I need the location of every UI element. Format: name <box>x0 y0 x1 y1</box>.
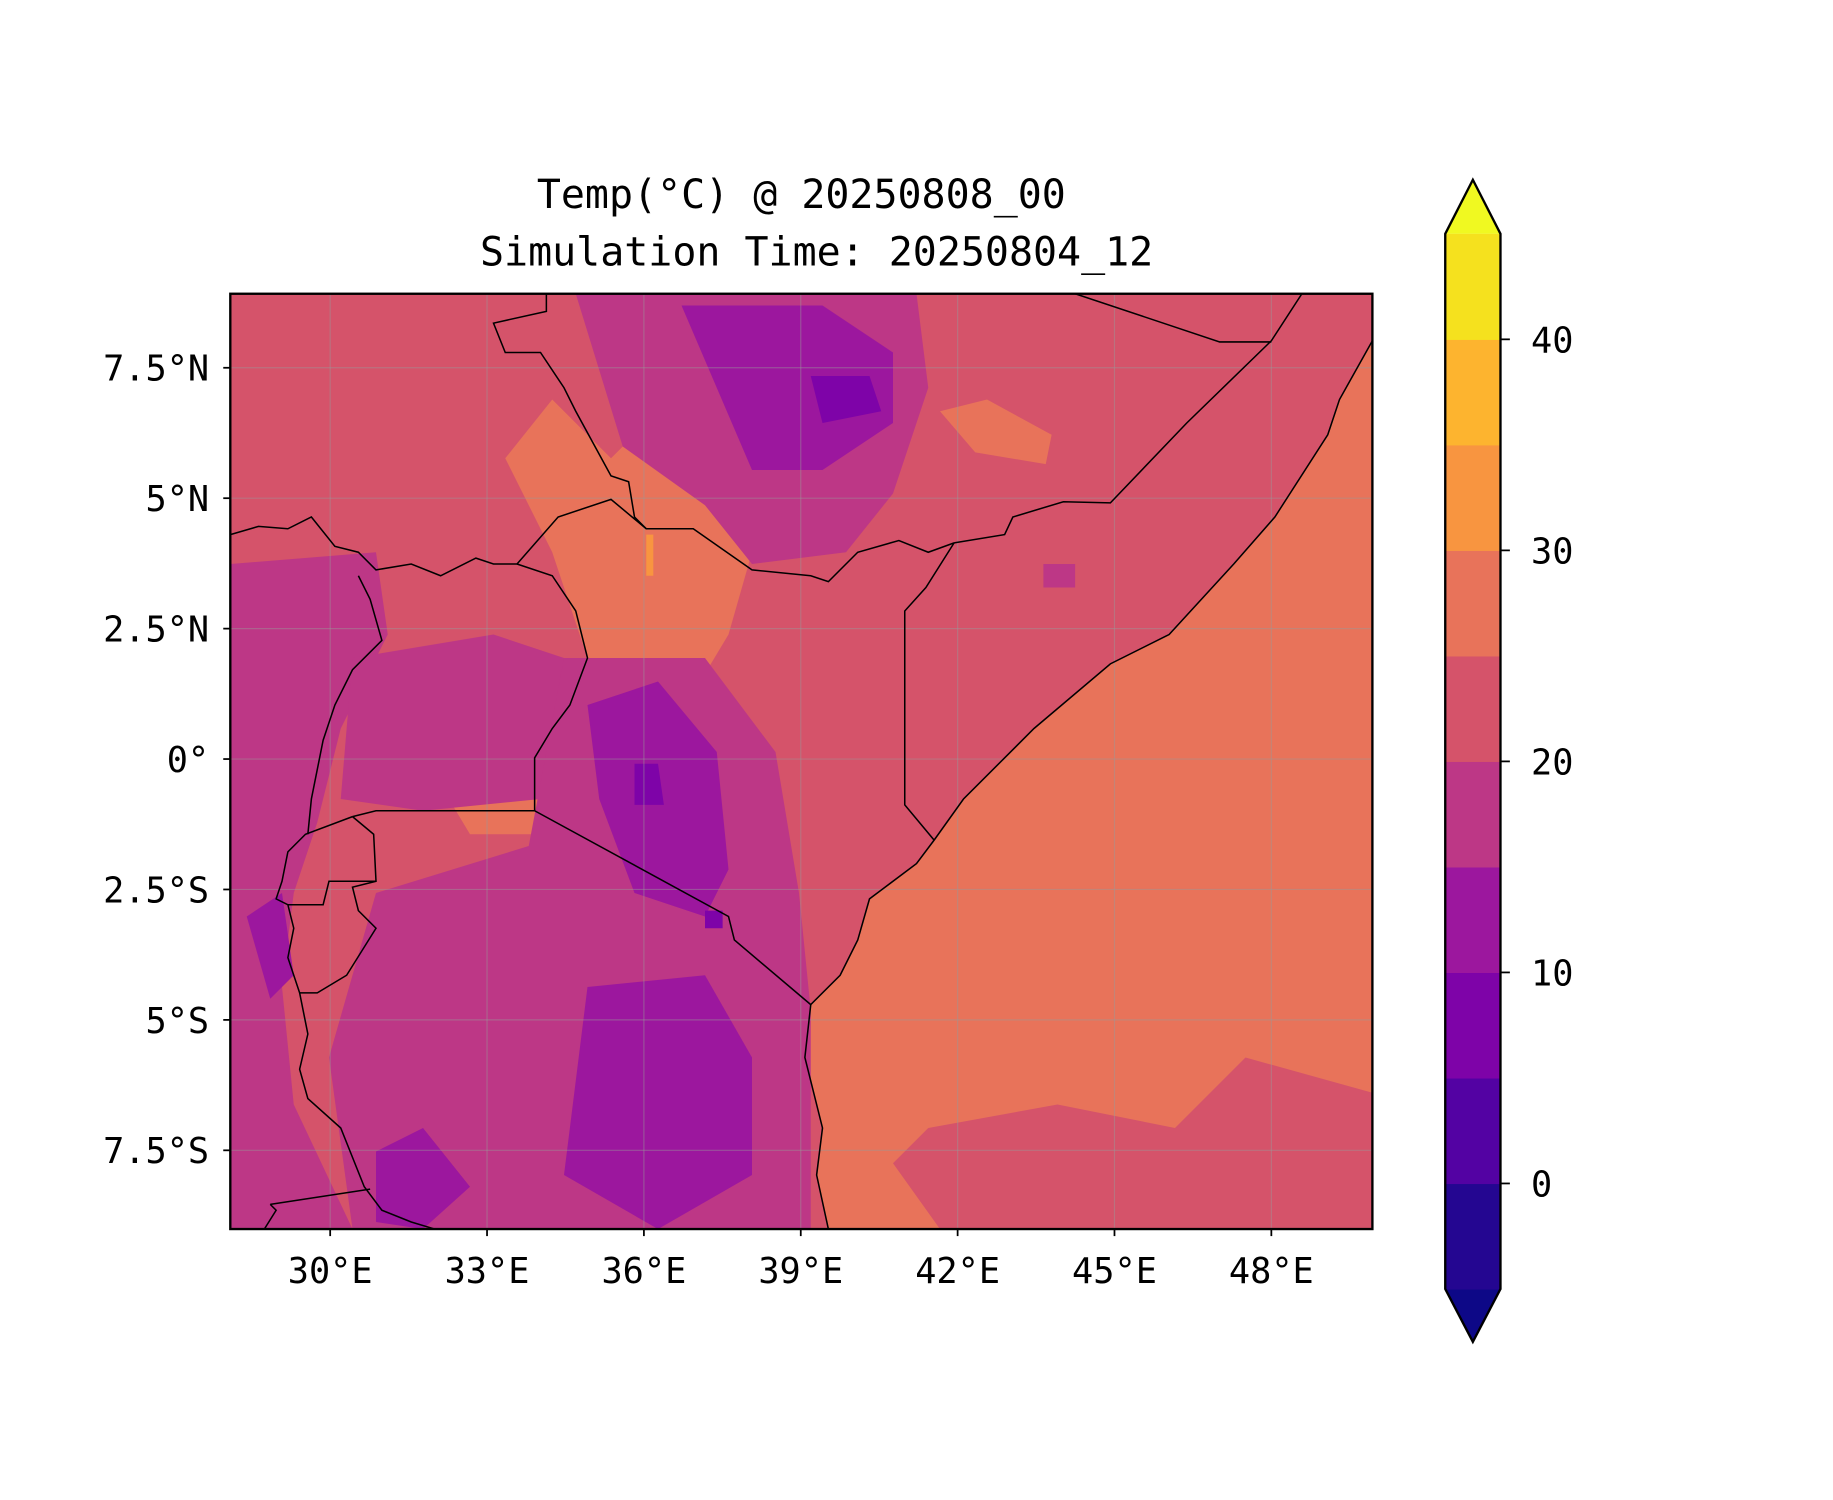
contour-region <box>646 534 654 576</box>
colorbar-outline <box>1444 177 1502 1345</box>
colorbar-bin <box>1445 972 1501 1079</box>
colorbar-bin <box>1445 761 1501 868</box>
border-line <box>953 293 1303 544</box>
x-axis: 30°E 33°E 36°E 39°E 42°E 45°E 48°E <box>288 1229 1314 1292</box>
x-tick-label: 39°E <box>758 1251 843 1292</box>
border-line <box>287 880 377 906</box>
border-line <box>516 563 589 811</box>
contour-region <box>705 910 723 929</box>
country-borders <box>230 293 1373 1230</box>
colorbar-tick-label: 0 <box>1531 1164 1552 1205</box>
colorbar-tick-label: 10 <box>1531 953 1573 994</box>
x-tick-label: 48°E <box>1229 1251 1314 1292</box>
colorbar: 0 10 20 30 40 <box>1444 177 1573 1345</box>
contour-region <box>1043 563 1076 588</box>
colorbar-tick-label: 30 <box>1531 531 1573 572</box>
colorbar-bin <box>1445 866 1501 974</box>
y-axis: 7.5°N 5°N 2.5°N 0° 2.5°S 5°S 7.5°S <box>103 349 231 1172</box>
colorbar-bin <box>1445 1183 1501 1290</box>
colorbar-bin <box>1445 339 1501 446</box>
contour-region <box>230 552 388 1230</box>
border-line <box>299 816 377 994</box>
border-line <box>903 542 955 841</box>
border-line <box>263 1203 278 1230</box>
border-line <box>1074 293 1272 343</box>
border-line <box>270 1188 371 1206</box>
colorbar-tick-label: 40 <box>1531 320 1573 361</box>
y-tick-label: 7.5°S <box>103 1131 209 1172</box>
chart-title-line1: Temp(°C) @ 20250808_00 <box>537 172 1066 218</box>
gridlines <box>230 293 1373 1230</box>
y-tick-label: 0° <box>167 740 209 781</box>
colorbar-bin <box>1445 444 1501 551</box>
colorbar-extend-high <box>1445 179 1501 234</box>
x-tick-label: 42°E <box>915 1251 1000 1292</box>
colorbar-bin <box>1445 233 1501 340</box>
contour-region <box>893 1057 1373 1230</box>
x-tick-label: 45°E <box>1072 1251 1157 1292</box>
contour-region <box>246 892 294 999</box>
y-tick-label: 7.5°N <box>103 349 209 390</box>
chart-title-line2: Simulation Time: 20250804_12 <box>480 230 1153 276</box>
border-line <box>307 575 383 835</box>
x-tick-label: 30°E <box>288 1251 373 1292</box>
border-line <box>352 809 535 818</box>
contour-region <box>939 399 1052 465</box>
contour-region <box>340 634 588 811</box>
y-tick-label: 5°S <box>146 1001 210 1042</box>
temperature-contours <box>230 293 1373 1230</box>
contour-region <box>810 375 882 423</box>
map-area <box>230 293 1373 1230</box>
colorbar-bin <box>1445 1077 1501 1185</box>
y-tick-label: 2.5°S <box>103 870 209 911</box>
border-line <box>534 810 812 1006</box>
border-line <box>492 293 955 583</box>
contour-region <box>804 340 1373 1230</box>
colorbar-bin <box>1445 655 1501 762</box>
y-tick-label: 2.5°N <box>103 610 209 651</box>
colorbar-extend-low <box>1445 1288 1501 1342</box>
x-tick-label: 36°E <box>601 1251 686 1292</box>
colorbar-bin <box>1445 550 1501 657</box>
border-line <box>230 498 647 577</box>
contour-region <box>681 305 894 470</box>
colorbar-tick-label: 20 <box>1531 742 1573 783</box>
y-tick-label: 5°N <box>146 479 210 520</box>
contour-region <box>376 1127 471 1230</box>
contour-region <box>564 975 753 1230</box>
x-tick-label: 33°E <box>445 1251 530 1292</box>
contour-region <box>634 763 664 805</box>
